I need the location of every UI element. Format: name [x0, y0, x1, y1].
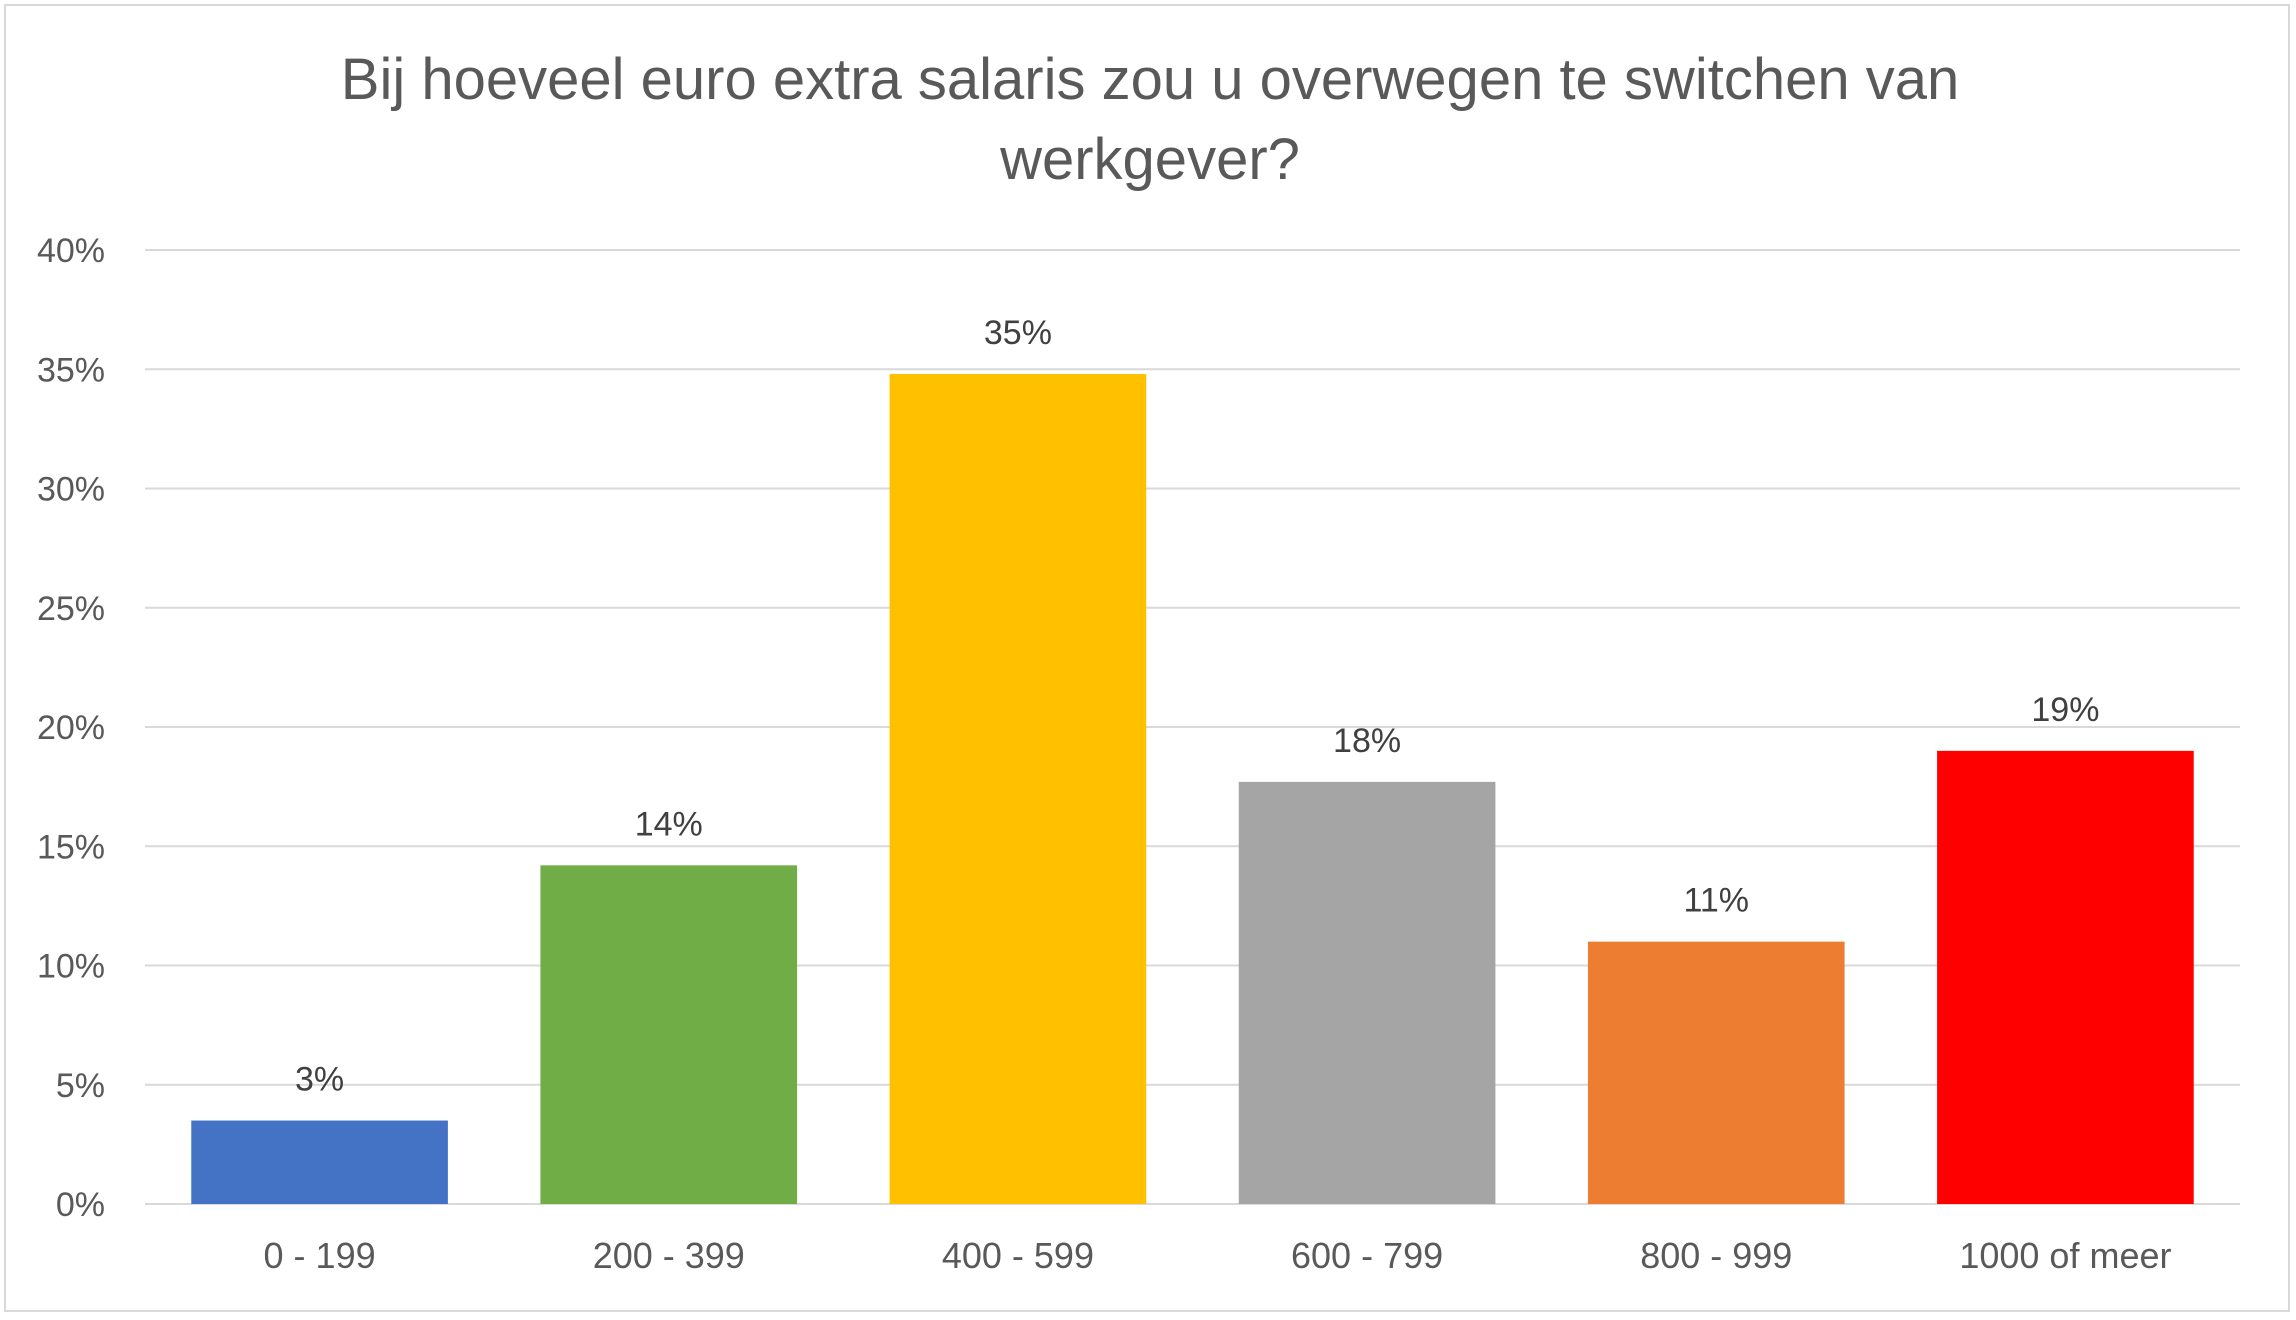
data-label: 18% [1333, 722, 1401, 760]
y-tick-label: 25% [37, 590, 105, 628]
x-tick-label: 800 - 999 [1640, 1235, 1792, 1276]
bar-800-999 [1587, 941, 1845, 1204]
bar-1000ofmeer [1937, 750, 2194, 1204]
y-tick-label: 30% [37, 471, 105, 509]
data-labels: 3% 14% 35% 18% 11% 19% [295, 314, 2099, 1099]
bar-400-599 [889, 374, 1147, 1204]
bar-0-199 [191, 1120, 448, 1204]
bar-200-399 [540, 865, 798, 1204]
chart-frame [4, 4, 2290, 1312]
y-tick-label: 5% [56, 1067, 105, 1105]
x-tick-label: 400 - 599 [942, 1235, 1094, 1276]
data-label: 35% [984, 314, 1052, 352]
data-label: 19% [2031, 691, 2099, 729]
y-axis-ticks: 0% 5% 10% 15% 20% 25% 30% 35% 40% [37, 232, 105, 1224]
bar-600-799 [1238, 781, 1496, 1204]
x-axis-ticks: 0 - 199 200 - 399 400 - 599 600 - 799 800 - … [264, 1235, 2172, 1276]
bars [191, 374, 2194, 1204]
x-tick-label: 1000 of meer [1959, 1235, 2171, 1276]
y-tick-label: 0% [56, 1186, 105, 1224]
y-tick-label: 10% [37, 948, 105, 986]
data-label: 3% [295, 1061, 344, 1099]
chart-title: Bij hoeveel euro extra salaris zou u ove… [340, 47, 1960, 192]
y-tick-label: 35% [37, 351, 105, 389]
x-tick-label: 200 - 399 [593, 1235, 745, 1276]
y-tick-label: 20% [37, 709, 105, 747]
x-tick-label: 0 - 199 [264, 1235, 376, 1276]
data-label: 14% [635, 805, 703, 843]
gridlines [145, 249, 2240, 1205]
y-tick-label: 40% [37, 232, 105, 270]
x-tick-label: 600 - 799 [1291, 1235, 1443, 1276]
data-label: 11% [1683, 882, 1749, 920]
y-tick-label: 15% [37, 828, 105, 866]
